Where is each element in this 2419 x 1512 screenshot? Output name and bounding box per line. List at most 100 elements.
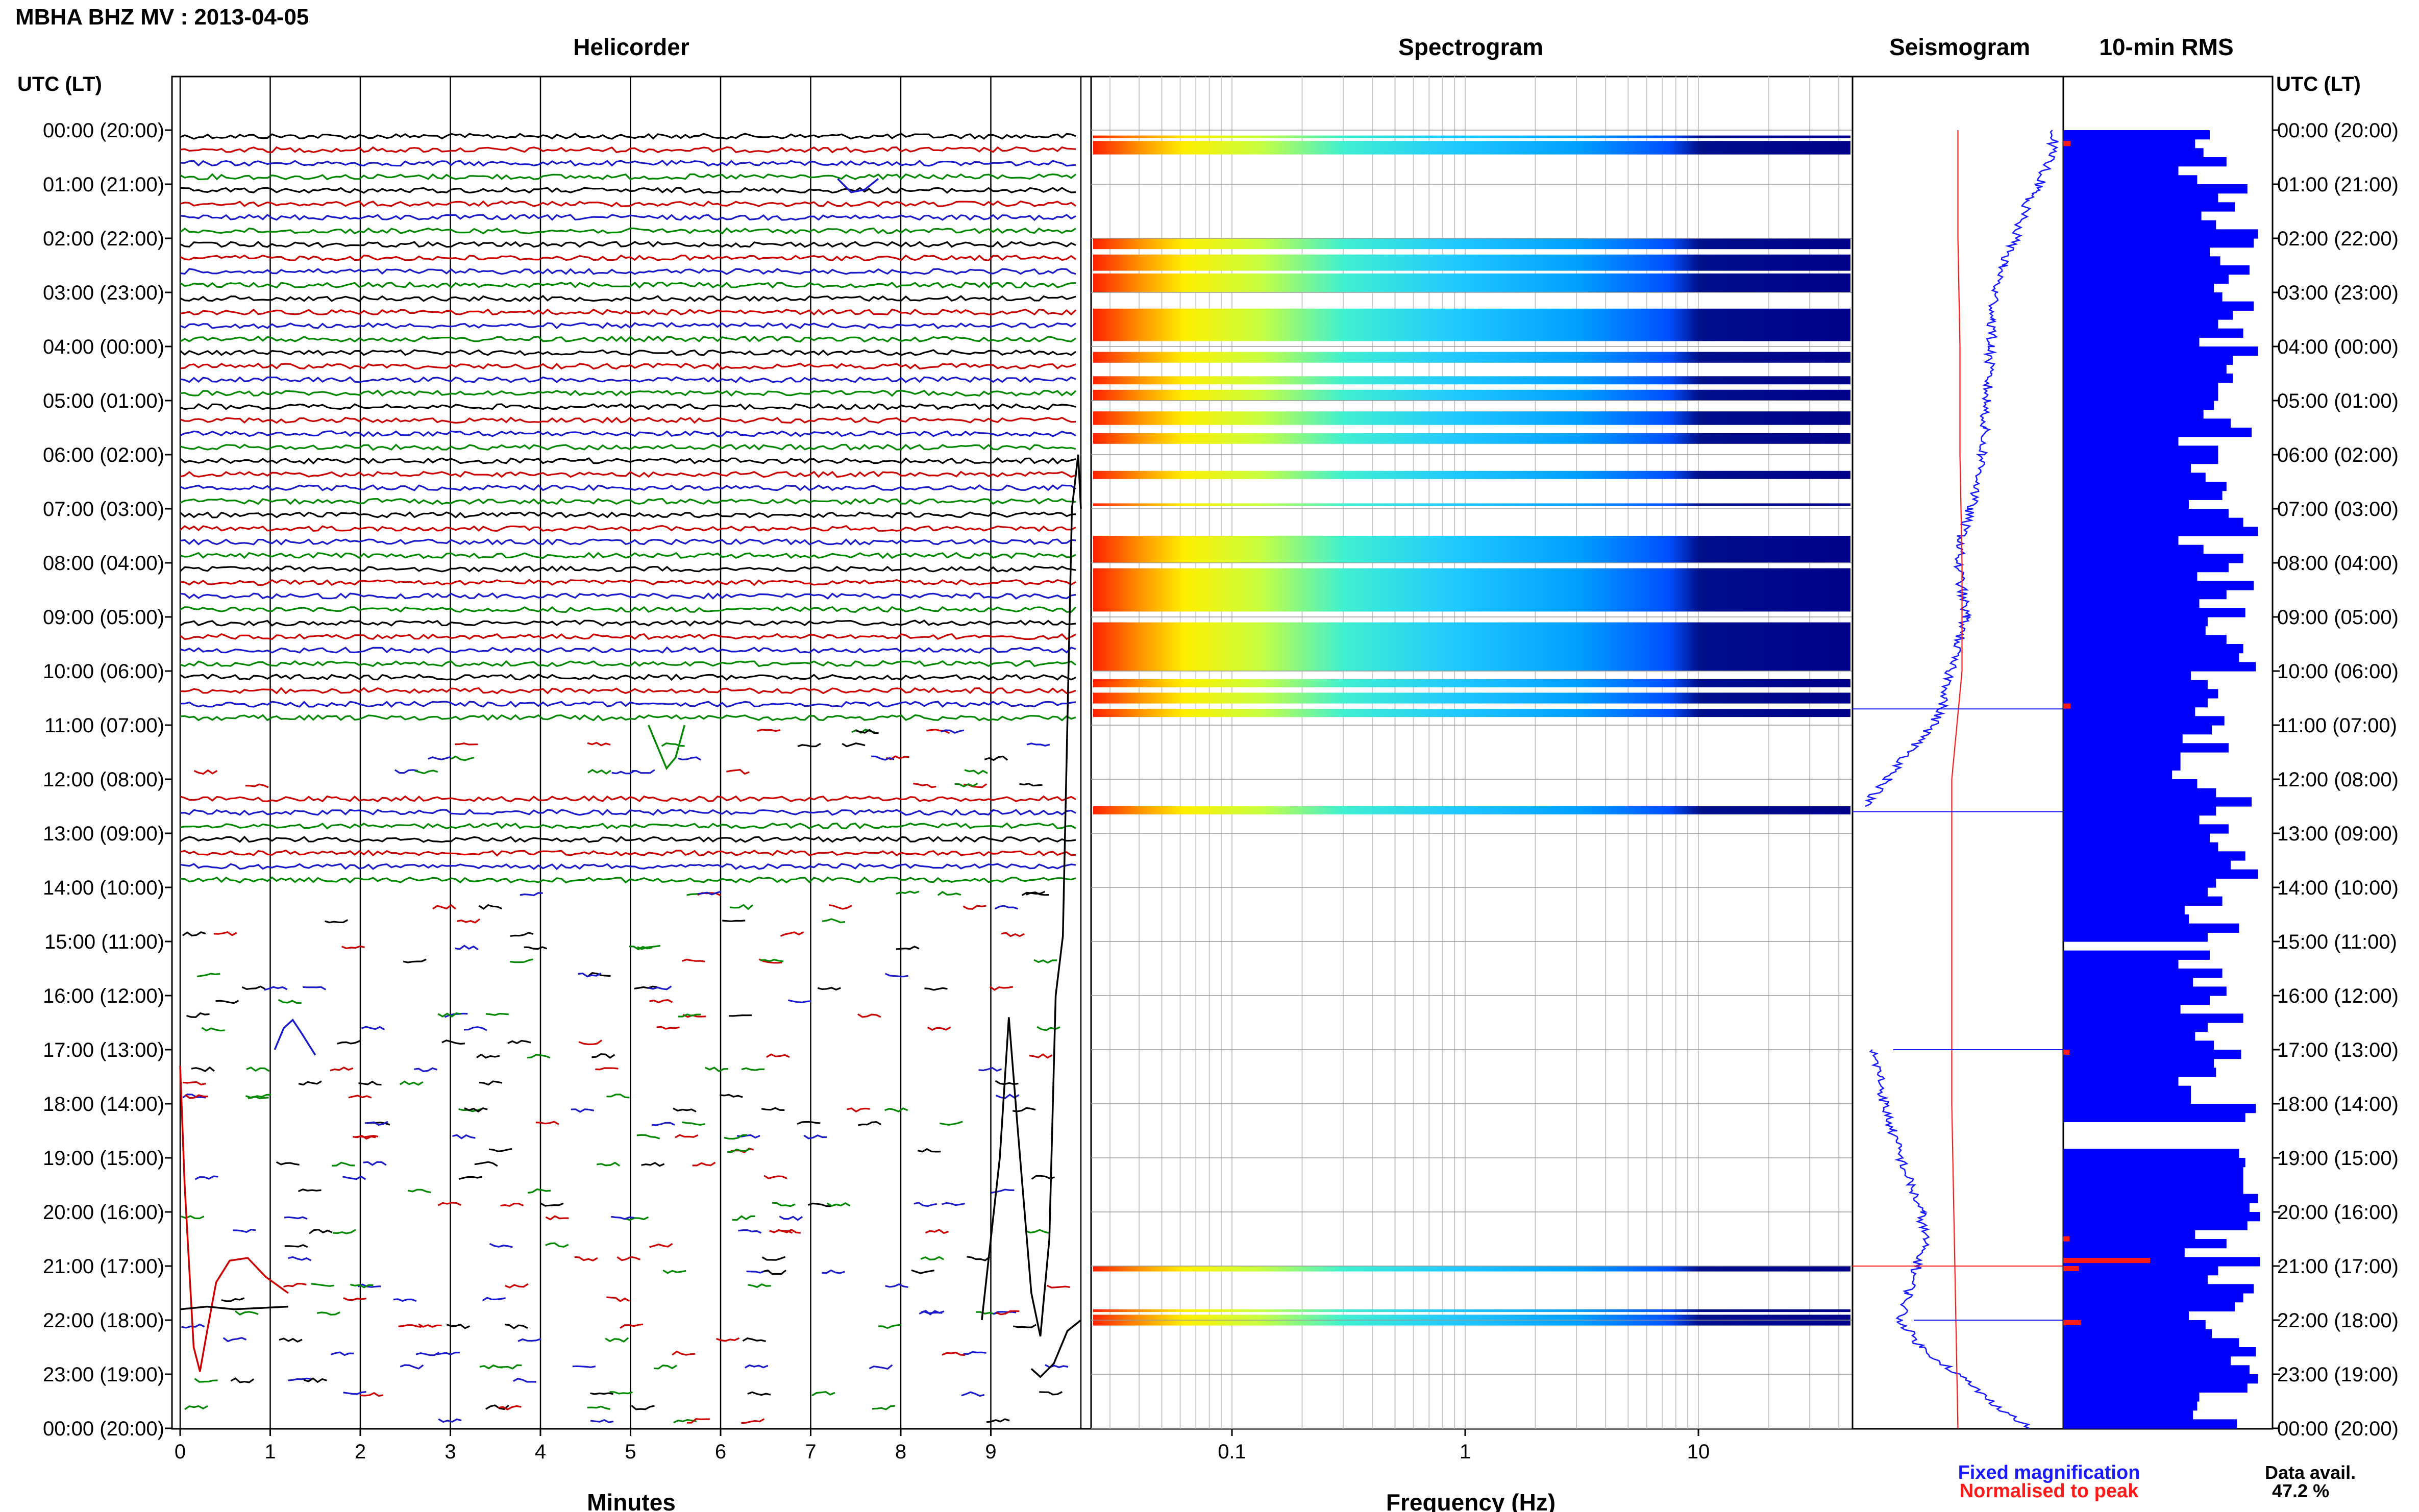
rms-bar bbox=[2063, 635, 2227, 645]
helicorder-trace-segment bbox=[1001, 932, 1025, 937]
helicorder-trace bbox=[179, 511, 1076, 518]
helicorder-trace-segment bbox=[631, 1405, 655, 1410]
helicorder-trace-segment bbox=[964, 769, 988, 775]
helicorder-x-tick-label: 6 bbox=[715, 1441, 726, 1463]
helicorder-trace-segment bbox=[194, 1378, 218, 1383]
rms-bar bbox=[2063, 563, 2229, 573]
helicorder-trace-segment bbox=[474, 1161, 498, 1167]
spectrogram-band bbox=[1093, 411, 1850, 425]
helicorder-trace-segment bbox=[446, 1324, 471, 1329]
rms-bar bbox=[2063, 1284, 2254, 1294]
rms-bar bbox=[2063, 292, 2223, 302]
helicorder-trace bbox=[180, 133, 1076, 140]
helicorder-trace-segment bbox=[729, 1014, 752, 1017]
rms-bar bbox=[2063, 391, 2218, 401]
helicorder-trace-segment bbox=[482, 1297, 506, 1302]
helicorder-panel: 0 1 2 3 4 5 6 7 8 9 bbox=[171, 76, 1092, 1463]
helicorder-trace-segment bbox=[1029, 1053, 1053, 1059]
helicorder-trace-segment bbox=[991, 1188, 1015, 1194]
helicorder-trace-segment bbox=[535, 1121, 559, 1125]
helicorder-trace-segment bbox=[631, 769, 655, 774]
helicorder-trace bbox=[180, 579, 1076, 586]
helicorder-trace-segment bbox=[596, 1161, 621, 1167]
helicorder-trace bbox=[180, 362, 1076, 370]
rms-bar bbox=[2063, 193, 2218, 203]
helicorder-trace-segment bbox=[996, 1310, 1020, 1316]
helicorder-trace-segment bbox=[342, 1175, 366, 1180]
rms-bar bbox=[2063, 1230, 2195, 1240]
rms-bar bbox=[2063, 139, 2195, 148]
helicorder-trace-segment bbox=[350, 1283, 374, 1288]
helicorder-trace bbox=[180, 160, 1076, 167]
rms-bar bbox=[2063, 355, 2233, 365]
helicorder-trace-segment bbox=[348, 1095, 372, 1099]
helicorder-trace-segment bbox=[942, 1202, 965, 1206]
seismogram-fixed-trace bbox=[1864, 130, 2059, 1429]
rms-bar bbox=[2063, 256, 2220, 266]
station-title: MBHA BHZ MV : 2013-04-05 bbox=[15, 5, 309, 30]
rms-bar bbox=[2063, 996, 2210, 1005]
helicorder-trace-segment bbox=[686, 1418, 710, 1424]
helicorder-trace-segment bbox=[726, 769, 750, 775]
helicorder-trace-segment bbox=[182, 931, 206, 937]
helicorder-trace-segment bbox=[661, 742, 685, 747]
spectrogram-band bbox=[1093, 622, 1850, 671]
spectrogram-band bbox=[1093, 806, 1850, 814]
helicorder-trace-segment bbox=[1036, 1026, 1060, 1031]
helicorder-trace-segment bbox=[681, 958, 705, 962]
helicorder-trace-segment bbox=[456, 918, 481, 924]
rms-bar bbox=[2063, 698, 2208, 708]
helicorder-trace-segment bbox=[857, 1013, 881, 1018]
helicorder-trace-segment bbox=[215, 1000, 239, 1004]
time-tick-label-left: 01:00 (21:00) bbox=[43, 173, 164, 196]
helicorder-trace-segment bbox=[587, 741, 611, 747]
helicorder-trace-segment bbox=[288, 1256, 312, 1261]
helicorder-trace bbox=[180, 335, 1076, 343]
helicorder-trace-segment bbox=[343, 1297, 367, 1301]
helicorder-trace bbox=[180, 633, 1076, 640]
spectrogram-panel: 0.1 1 10 bbox=[1090, 76, 2273, 1463]
helicorder-trace-segment bbox=[1039, 1391, 1063, 1396]
helicorder-trace-segment bbox=[741, 1067, 765, 1071]
helicorder-trace-segment bbox=[476, 1053, 500, 1059]
helicorder-trace-segment bbox=[452, 1134, 476, 1139]
helicorder-trace-segment bbox=[878, 1324, 902, 1329]
helicorder-trace-segment bbox=[485, 1012, 509, 1016]
rms-bar bbox=[2063, 860, 2231, 870]
spectrogram-x-tick-label: 10 bbox=[1687, 1441, 1710, 1463]
helicorder-trace-segment bbox=[400, 1364, 424, 1370]
helicorder-trace-segment bbox=[921, 1310, 945, 1316]
helicorder-trace-segment bbox=[1046, 1284, 1070, 1288]
spectrogram-band bbox=[1093, 308, 1850, 341]
rms-bar bbox=[2063, 644, 2243, 654]
rms-bar bbox=[2063, 806, 2216, 816]
rms-bar bbox=[2063, 382, 2218, 392]
helicorder-trace-segment bbox=[787, 999, 811, 1004]
helicorder-trace-segment bbox=[672, 1350, 696, 1356]
rms-bar bbox=[2063, 265, 2250, 275]
helicorder-event-trace bbox=[274, 1019, 316, 1056]
helicorder-trace-segment bbox=[578, 1039, 603, 1046]
helicorder-trace-segment bbox=[403, 958, 427, 963]
time-tick-label-left: 00:00 (20:00) bbox=[43, 119, 164, 142]
helicorder-trace-segment bbox=[248, 1094, 271, 1099]
helicorder-trace-segment bbox=[364, 1121, 388, 1126]
helicorder-x-tick-label: 5 bbox=[625, 1441, 636, 1463]
helicorder-trace-segment bbox=[634, 985, 658, 989]
helicorder-trace-segment bbox=[869, 1364, 893, 1370]
rms-missing-marker bbox=[2063, 1266, 2079, 1271]
seismogram-title: Seismogram bbox=[1889, 34, 2030, 60]
helicorder-trace-segment bbox=[479, 1080, 503, 1086]
spectrogram-band bbox=[1093, 254, 1850, 271]
time-tick-label-left: 04:00 (00:00) bbox=[43, 336, 164, 358]
rms-bar bbox=[2063, 554, 2243, 563]
spectrogram-band bbox=[1093, 470, 1850, 479]
helicorder-trace bbox=[180, 592, 1076, 600]
rms-bar bbox=[2063, 1392, 2200, 1402]
helicorder-trace-segment bbox=[181, 1215, 205, 1220]
rms-bar bbox=[2063, 842, 2218, 852]
helicorder-trace-segment bbox=[963, 1351, 986, 1355]
rms-missing-marker bbox=[2063, 1236, 2070, 1242]
helicorder-trace-segment bbox=[625, 1216, 649, 1221]
rms-bar bbox=[2063, 175, 2198, 185]
